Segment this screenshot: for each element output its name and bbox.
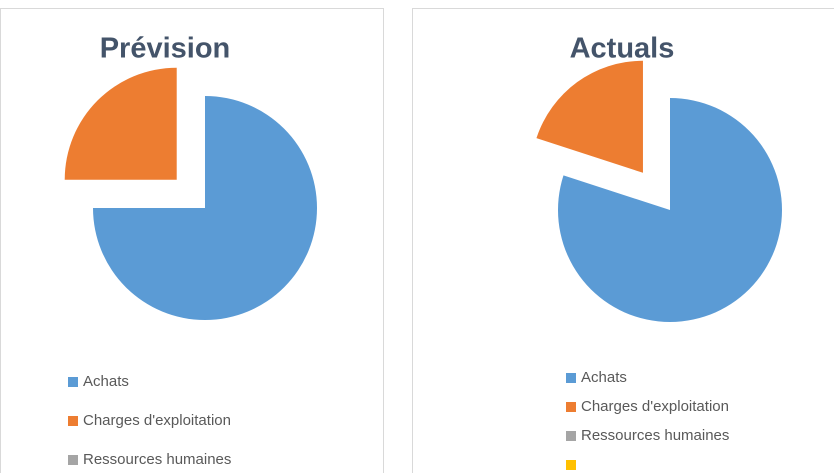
chart-title: Actuals [570, 33, 675, 65]
legend-swatch [566, 460, 576, 470]
legend-swatch [566, 373, 576, 383]
pie-slice [536, 60, 643, 173]
legend-swatch [566, 402, 576, 412]
legend-label: Achats [581, 369, 627, 386]
legend-label: Achats [83, 373, 129, 390]
legend-label: Ressources humaines [581, 427, 729, 444]
legend-swatch [68, 416, 78, 426]
legend-swatch [68, 377, 78, 387]
legend-label: Charges d'exploitation [83, 412, 231, 429]
legend-swatch [68, 455, 78, 465]
chart-title: Prévision [100, 33, 231, 65]
pie-slice [93, 96, 317, 320]
legend-swatch [566, 431, 576, 441]
pie-slice [558, 98, 783, 322]
legend-label: Charges d'exploitation [581, 398, 729, 415]
pie-slice [64, 67, 177, 180]
legend-label: Ressources humaines [83, 451, 231, 468]
